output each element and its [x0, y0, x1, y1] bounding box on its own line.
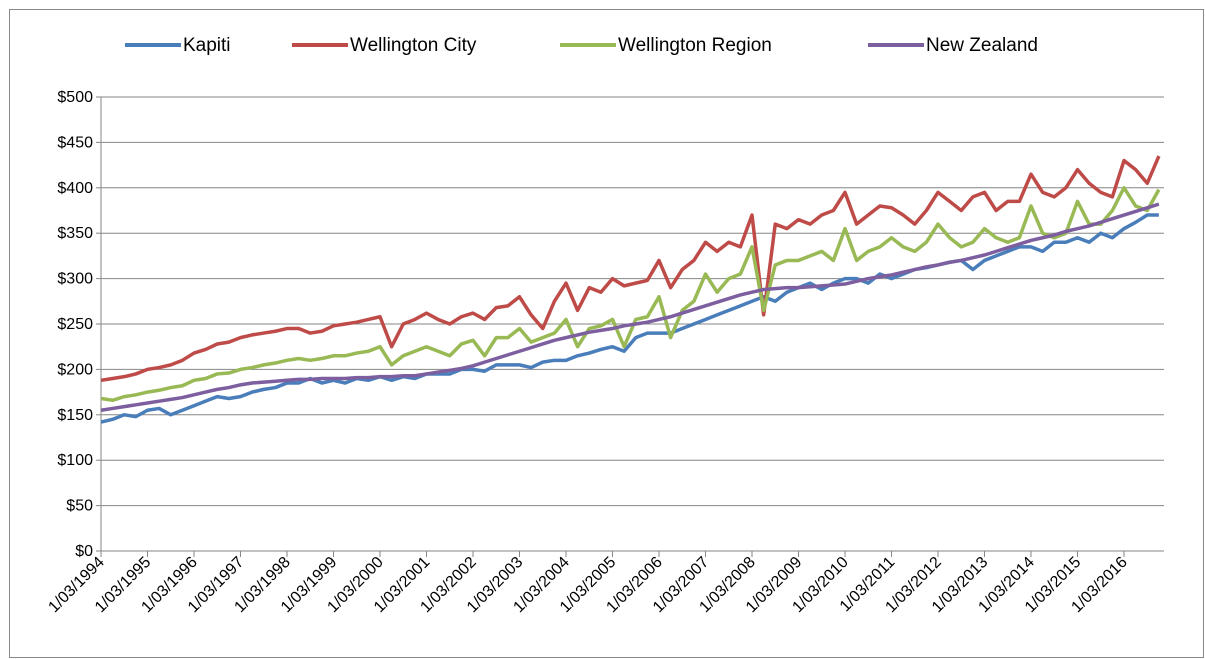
chart-border [9, 9, 1204, 658]
y-tick-label: $450 [57, 134, 93, 151]
y-tick-label: $100 [57, 452, 93, 469]
y-tick-label: $350 [57, 225, 93, 242]
series-line [100, 213, 1159, 424]
series-line [100, 202, 1160, 412]
y-tick-label: $500 [57, 89, 93, 106]
legend-label: New Zealand [926, 35, 1038, 56]
y-tick-label: $50 [66, 498, 93, 515]
y-tick-label: $0 [75, 543, 93, 560]
y-tick-label: $200 [57, 361, 93, 378]
legend-label: Kapiti [183, 35, 231, 56]
y-tick-label: $300 [57, 271, 93, 288]
series-line [100, 186, 1161, 403]
y-tick-label: $250 [57, 316, 93, 333]
y-tick-label: $400 [57, 180, 93, 197]
series-line [100, 155, 1161, 383]
legend-label: Wellington City [350, 35, 477, 56]
legend-label: Wellington Region [618, 35, 772, 56]
y-tick-label: $150 [57, 407, 93, 424]
